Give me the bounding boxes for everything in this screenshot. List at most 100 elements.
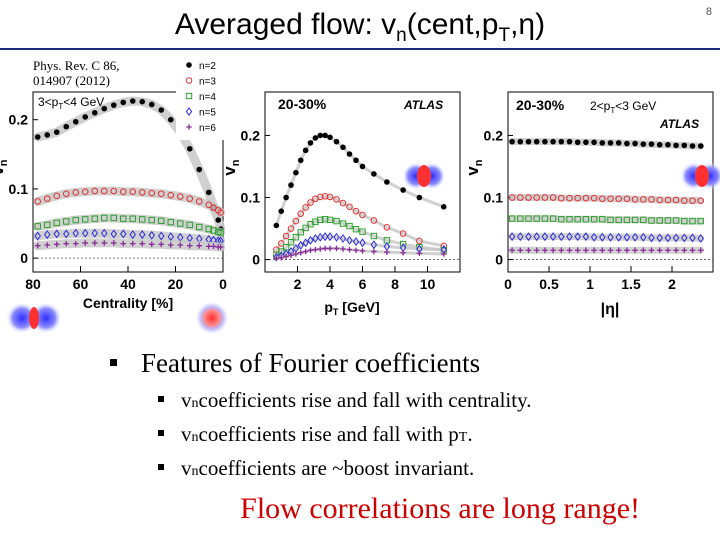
data-point — [359, 248, 366, 254]
data-point — [333, 245, 340, 252]
data-point — [352, 225, 360, 233]
data-point — [302, 248, 309, 255]
data-point — [288, 252, 294, 259]
data-point — [326, 232, 334, 242]
panel-centrality-label: 20-30% — [278, 96, 327, 112]
data-point — [321, 192, 329, 200]
data-point — [34, 223, 41, 230]
data-point — [664, 233, 672, 243]
data-point — [302, 204, 309, 211]
data-point — [681, 233, 688, 243]
data-point — [53, 129, 60, 135]
data-point — [91, 240, 98, 246]
data-point — [34, 198, 42, 205]
systematic-band — [33, 213, 226, 238]
data-point — [129, 188, 137, 195]
legend-label: n=6 — [199, 123, 216, 134]
data-point — [648, 196, 655, 203]
chart-legend: n=2 n=3 n=4 n=5 n=6 — [176, 60, 226, 140]
data-point — [640, 247, 647, 254]
data-point — [640, 196, 647, 203]
data-point — [312, 218, 319, 225]
data-point — [167, 116, 174, 123]
data-point — [82, 240, 89, 246]
series-n4 — [33, 213, 226, 238]
data-point — [277, 240, 285, 247]
x-tick-label: 0 — [219, 276, 227, 292]
data-point — [297, 249, 304, 256]
data-point — [615, 195, 623, 203]
data-point — [326, 216, 334, 224]
data-point — [210, 227, 217, 234]
series-n3 — [273, 192, 448, 253]
data-point — [339, 199, 347, 207]
data-point — [346, 203, 353, 211]
data-point — [370, 217, 378, 224]
y-tick-label: 0.1 — [484, 190, 504, 206]
panel-kinematic-label: 3<pT<4 GeV — [38, 95, 104, 111]
data-point — [566, 194, 573, 202]
data-point — [590, 216, 598, 223]
data-point — [72, 189, 80, 196]
series-n6 — [508, 246, 705, 254]
data-point — [53, 241, 60, 248]
title-rule — [0, 48, 720, 50]
data-point — [591, 247, 597, 254]
data-point — [297, 240, 304, 250]
data-point — [549, 194, 557, 201]
data-point — [293, 169, 299, 176]
data-point — [82, 114, 89, 120]
data-point — [148, 230, 155, 240]
bullet-square-icon — [110, 359, 117, 366]
x-tick-label: 80 — [25, 276, 41, 292]
data-point — [82, 228, 89, 238]
data-point — [607, 140, 614, 146]
atlas-label: ATLAS — [659, 117, 699, 131]
data-point — [517, 138, 524, 145]
data-point — [697, 247, 704, 254]
data-point — [517, 232, 524, 242]
data-point — [624, 140, 630, 147]
bullet-square-icon — [158, 396, 164, 402]
data-point — [186, 195, 194, 202]
data-point — [689, 217, 696, 225]
data-point — [574, 247, 581, 254]
data-point — [607, 195, 614, 203]
data-point — [129, 240, 136, 247]
data-point — [293, 251, 299, 257]
data-point — [599, 232, 606, 242]
data-point — [672, 196, 680, 204]
data-point — [139, 98, 146, 105]
x-tick-label: 60 — [73, 276, 89, 292]
data-point — [632, 140, 638, 147]
data-point — [599, 216, 606, 223]
data-point — [217, 229, 224, 236]
y-tick-label: 0 — [20, 250, 28, 266]
data-point — [292, 217, 300, 225]
data-point — [34, 231, 41, 241]
data-point — [558, 232, 565, 242]
data-point — [288, 182, 294, 188]
data-point — [631, 232, 639, 242]
data-point — [607, 232, 614, 242]
data-point — [371, 248, 377, 255]
data-point — [158, 231, 165, 241]
data-point — [139, 216, 146, 223]
data-point — [63, 240, 70, 247]
data-point — [525, 138, 532, 145]
data-point — [631, 216, 639, 224]
data-point — [110, 102, 117, 108]
systematic-band — [508, 233, 705, 242]
data-point — [566, 232, 573, 242]
data-point — [167, 191, 175, 199]
data-point — [640, 232, 647, 242]
data-point — [34, 242, 41, 249]
x-tick-label: 2 — [668, 276, 676, 292]
systematic-band — [33, 96, 226, 234]
data-point — [673, 142, 679, 149]
data-point — [205, 189, 212, 196]
data-point — [138, 189, 146, 196]
legend-marker — [186, 62, 192, 68]
